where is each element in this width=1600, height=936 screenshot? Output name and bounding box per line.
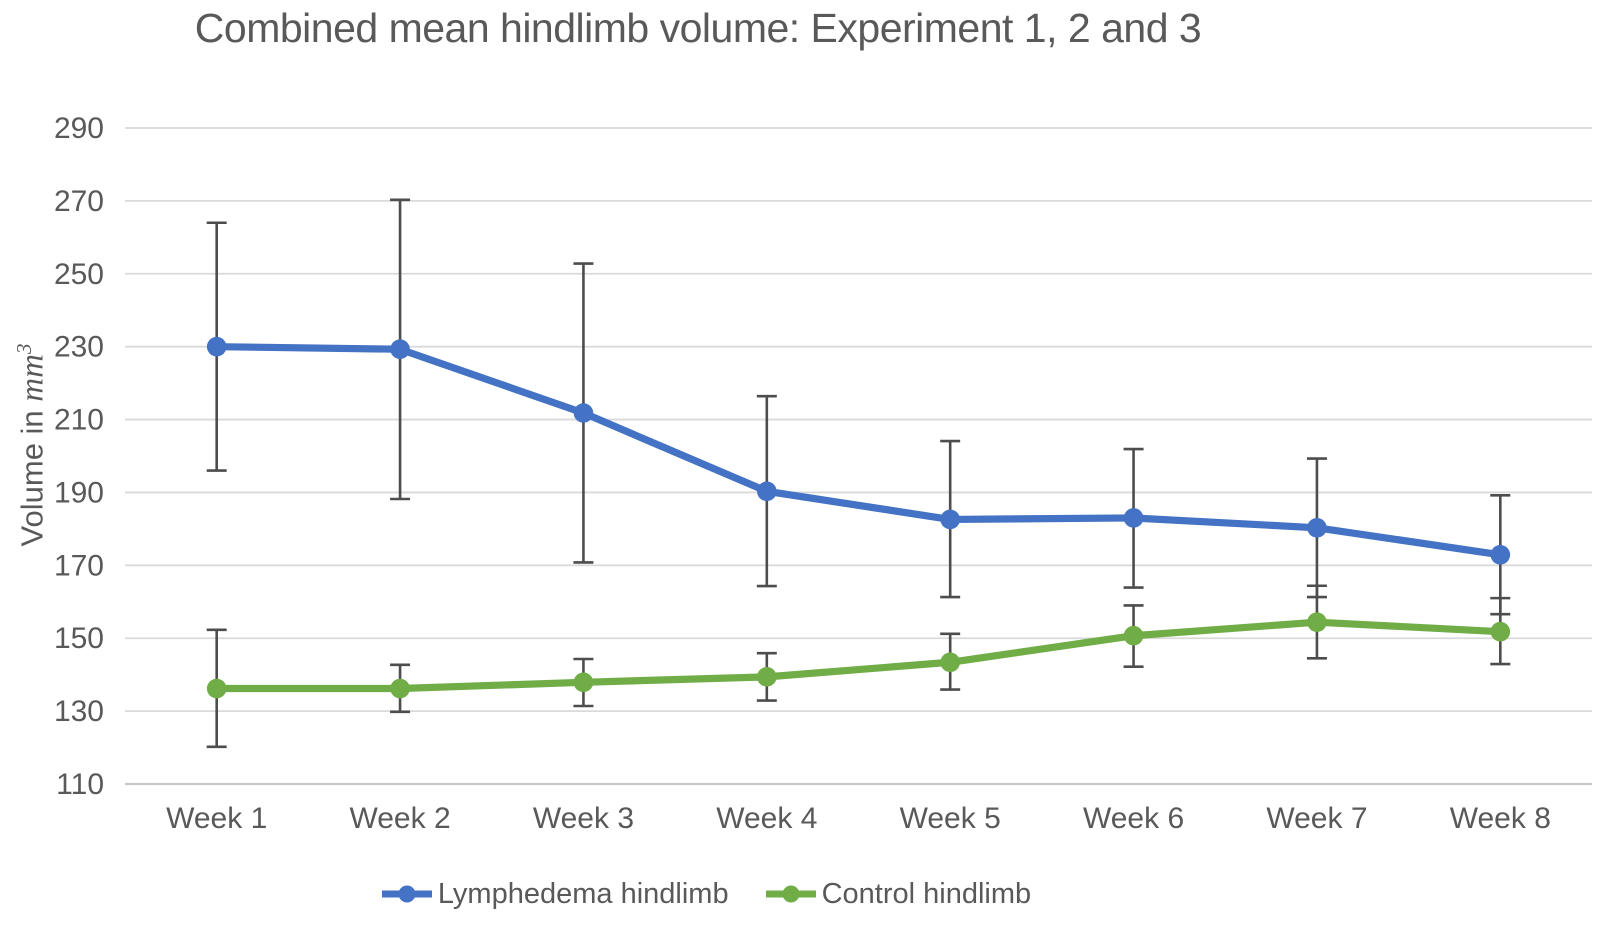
y-tick-label: 150 <box>54 622 104 655</box>
y-tick-label: 110 <box>56 768 104 801</box>
y-tick-label: 170 <box>54 549 104 582</box>
y-tick-label: 290 <box>54 112 104 145</box>
data-point-lymphedema <box>206 336 227 357</box>
data-point-lymphedema <box>757 481 777 502</box>
legend-marker-control-icon <box>765 885 816 903</box>
y-tick-label: 250 <box>54 258 104 291</box>
y-tick-label: 190 <box>54 476 104 509</box>
data-point-control <box>573 672 594 693</box>
data-point-control <box>1490 621 1511 642</box>
x-tick-label: Week 2 <box>349 802 450 835</box>
legend-label-control: Control hindlimb <box>821 877 1032 910</box>
gridlines <box>125 127 1592 786</box>
legend-marker-lymphedema-icon <box>381 885 432 903</box>
data-point-lymphedema <box>573 403 594 423</box>
y-tick-label: 130 <box>54 695 104 728</box>
y-tick-label: 230 <box>54 331 104 364</box>
legend: Lymphedema hindlimb Control hindlimb <box>0 872 1412 916</box>
legend-label-lymphedema: Lymphedema hindlimb <box>437 877 729 910</box>
series-line-lymphedema <box>213 343 1504 559</box>
legend-item-lymphedema: Lymphedema hindlimb <box>381 878 729 911</box>
data-point-lymphedema <box>390 339 410 360</box>
x-tick-label: Week 7 <box>1266 802 1367 835</box>
x-tick-label: Week 5 <box>900 802 1001 835</box>
y-tick-label: 270 <box>54 185 104 218</box>
data-point-lymphedema <box>1123 508 1144 528</box>
data-point-control <box>206 678 227 699</box>
x-tick-label: Week 4 <box>716 802 817 835</box>
series-markers-control <box>206 612 1511 699</box>
data-point-lymphedema <box>1307 517 1327 538</box>
chart-title: Combined mean hindlimb volume: Experimen… <box>194 5 1202 51</box>
x-axis-labels: Week 1 Week 2 Week 3 Week 4 Week 5 Week 6 Week… <box>166 802 1551 835</box>
data-point-control <box>390 678 410 699</box>
x-tick-label: Week 3 <box>533 802 634 835</box>
data-point-lymphedema <box>940 509 960 530</box>
error-bars-lymphedema <box>206 198 1511 616</box>
data-point-control <box>940 652 960 673</box>
series-line-control <box>213 618 1504 693</box>
legend-item-control: Control hindlimb <box>765 877 1032 911</box>
data-point-control <box>757 667 777 687</box>
x-tick-label: Week 1 <box>166 802 267 835</box>
y-tick-label: 210 <box>54 404 104 437</box>
data-point-control <box>1307 612 1327 632</box>
data-point-lymphedema <box>1490 544 1511 565</box>
y-axis-labels: 110 130 150 170 190 210 230 250 270 290 <box>54 112 104 801</box>
data-point-control <box>1123 625 1144 646</box>
series-markers-lymphedema <box>206 336 1511 565</box>
x-tick-label: Week 6 <box>1083 802 1184 835</box>
x-tick-label: Week 8 <box>1450 802 1551 835</box>
